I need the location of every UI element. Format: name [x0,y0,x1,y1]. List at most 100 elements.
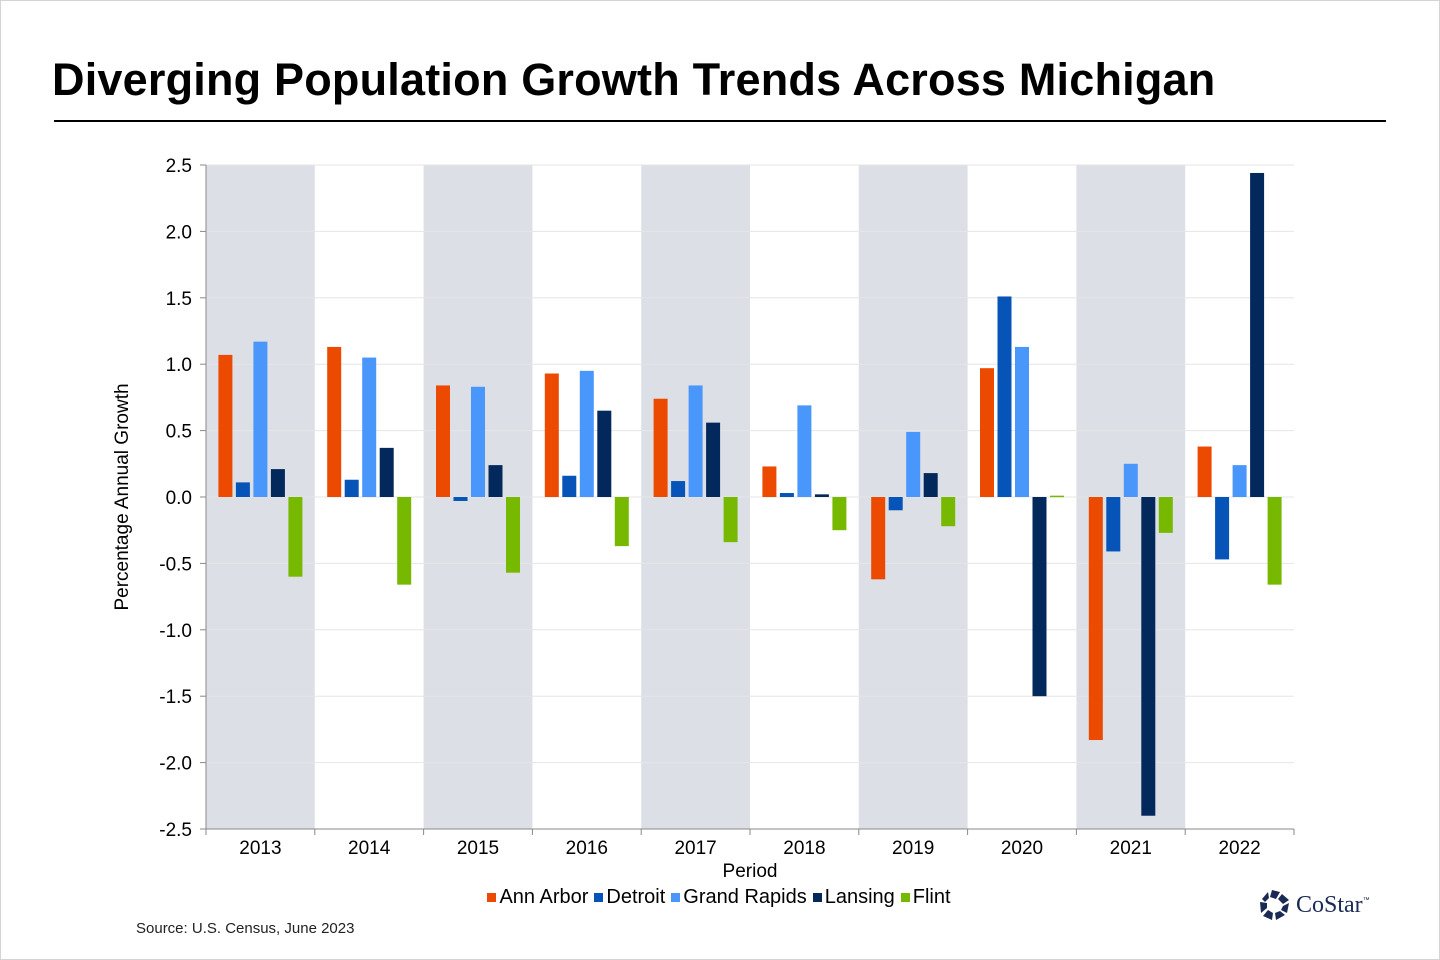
legend-item: Grand Rapids [671,886,807,909]
bar-detroit-2016 [562,475,577,497]
legend-swatch [594,893,604,902]
bar-grand-rapids-2020 [1015,346,1029,497]
bar-lansing-2021 [1141,497,1156,816]
axes [200,164,1295,835]
bar-ann-arbor-2013 [218,354,233,497]
y-tick-label: 1.0 [166,355,192,376]
bar-lansing-2016 [597,410,612,497]
legend-swatch [812,893,822,902]
bar-flint-2017 [723,497,738,543]
x-tick-label: 2015 [457,838,499,859]
legend-swatch [671,893,681,902]
bar-flint-2014 [397,497,412,585]
bar-flint-2015 [506,497,520,573]
costar-star-icon [1260,890,1289,920]
bar-flint-2018 [832,497,847,531]
bar-flint-2020 [1050,495,1064,498]
bar-grand-rapids-2016 [579,370,594,497]
bar-lansing-2015 [488,465,503,497]
y-tick-label: -1.5 [159,687,192,708]
bar-grand-rapids-2021 [1123,463,1138,497]
bar-lansing-2013 [270,469,285,497]
legend-swatch [900,893,910,902]
legend-item: Ann Arbor [487,886,588,909]
bar-flint-2019 [941,497,956,527]
bar-detroit-2021 [1106,497,1121,552]
y-tick-label: 0.5 [166,422,192,443]
legend-label: Detroit [606,886,666,908]
title-divider [54,120,1386,122]
y-tick-labels: 2.5 2.0 1.5 1.0 0.5 0.0 -0.5 -1.0 -1.5 -2.0 -2.5 [159,156,192,841]
bar-lansing-2020 [1032,497,1047,697]
bar-detroit-2019 [888,497,903,511]
chart-title: Diverging Population Growth Trends Acros… [52,54,1216,105]
y-tick-label: -2.5 [159,820,192,841]
bar-ann-arbor-2020 [980,368,994,497]
bar-detroit-2018 [779,493,794,497]
source-note: Source: U.S. Census, June 2023 [136,920,355,937]
bar-lansing-2014 [379,447,394,497]
legend-label: Grand Rapids [683,886,807,908]
y-tick-label: -1.0 [159,621,192,642]
bar-flint-2013 [288,497,303,577]
bar-flint-2016 [614,497,629,547]
bar-ann-arbor-2014 [327,346,342,497]
legend-swatch [487,893,497,902]
y-tick-label: 1.5 [166,289,192,310]
bar-ann-arbor-2019 [871,497,886,580]
bar-grand-rapids-2015 [471,386,485,497]
bar-ann-arbor-2021 [1088,497,1103,741]
bar-grand-rapids-2014 [362,357,377,497]
legend-item: Lansing [812,886,895,909]
bar-lansing-2019 [923,473,938,497]
costar-logo: CoStar ™ [1259,889,1370,921]
legend: Ann Arbor Detroit Grand Rapids Lansing Flint [0,885,1440,909]
bar-detroit-2014 [344,479,359,497]
legend-label: Lansing [824,886,895,908]
bar-ann-arbor-2016 [544,373,559,497]
x-tick-label: 2018 [783,838,825,859]
bar-ann-arbor-2017 [653,398,668,497]
bar-flint-2022 [1267,497,1282,585]
x-tick-label: 2013 [239,838,281,859]
bar-grand-rapids-2019 [906,431,921,497]
bar-detroit-2015 [453,497,468,501]
bar-detroit-2017 [671,481,686,497]
bar-detroit-2020 [997,296,1012,497]
bar-lansing-2017 [706,422,721,497]
bar-grand-rapids-2018 [797,405,812,497]
y-tick-label: 2.0 [166,222,192,243]
x-tick-label: 2022 [1218,838,1260,859]
bar-grand-rapids-2013 [253,341,268,497]
y-axis-label: Percentage Annual Growth [112,383,133,610]
y-tick-label: -0.5 [159,554,192,575]
legend-label: Ann Arbor [499,886,589,908]
bar-ann-arbor-2015 [436,385,450,497]
bar-lansing-2018 [814,494,829,497]
legend-item: Detroit [594,886,665,909]
x-tick-label: 2021 [1110,838,1152,859]
trademark-symbol: ™ [1362,897,1370,904]
legend-label: Flint [912,886,951,908]
costar-wordmark: CoStar [1296,891,1363,918]
bar-ann-arbor-2022 [1197,446,1212,497]
bar-detroit-2022 [1215,497,1230,560]
bar-ann-arbor-2018 [762,466,777,497]
bar-lansing-2022 [1250,172,1265,497]
legend-item: Flint [900,886,951,909]
x-tick-label: 2017 [674,838,716,859]
x-tick-label: 2020 [1001,838,1043,859]
x-axis-label: Period [723,861,778,882]
x-tick-label: 2014 [348,838,391,859]
y-tick-label: -2.0 [159,754,192,775]
y-tick-label: 0.0 [166,488,192,509]
bar-detroit-2013 [235,482,250,497]
x-tick-label: 2016 [566,838,608,859]
bars [218,172,1282,816]
x-tick-label: 2019 [892,838,934,859]
bar-grand-rapids-2017 [688,385,703,497]
y-tick-label: 2.5 [166,156,192,177]
bar-flint-2021 [1158,497,1173,533]
x-tick-labels: 2013 2014 2015 2016 2017 2018 2019 2020 2021 2022 [239,838,1260,859]
